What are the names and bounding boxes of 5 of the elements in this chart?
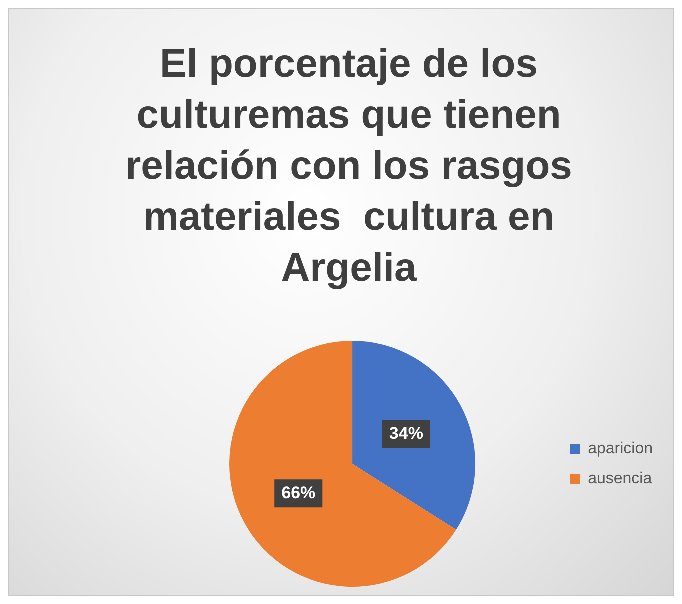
chart-title: El porcentaje de los culturemas que tienen relación con los rasgos materiales cultura en Argelia	[124, 41, 574, 292]
data-label: 34%	[389, 424, 424, 444]
legend-label: aparicion	[588, 440, 654, 458]
legend-label: ausencia	[588, 470, 652, 488]
data-label: 66%	[282, 483, 316, 502]
